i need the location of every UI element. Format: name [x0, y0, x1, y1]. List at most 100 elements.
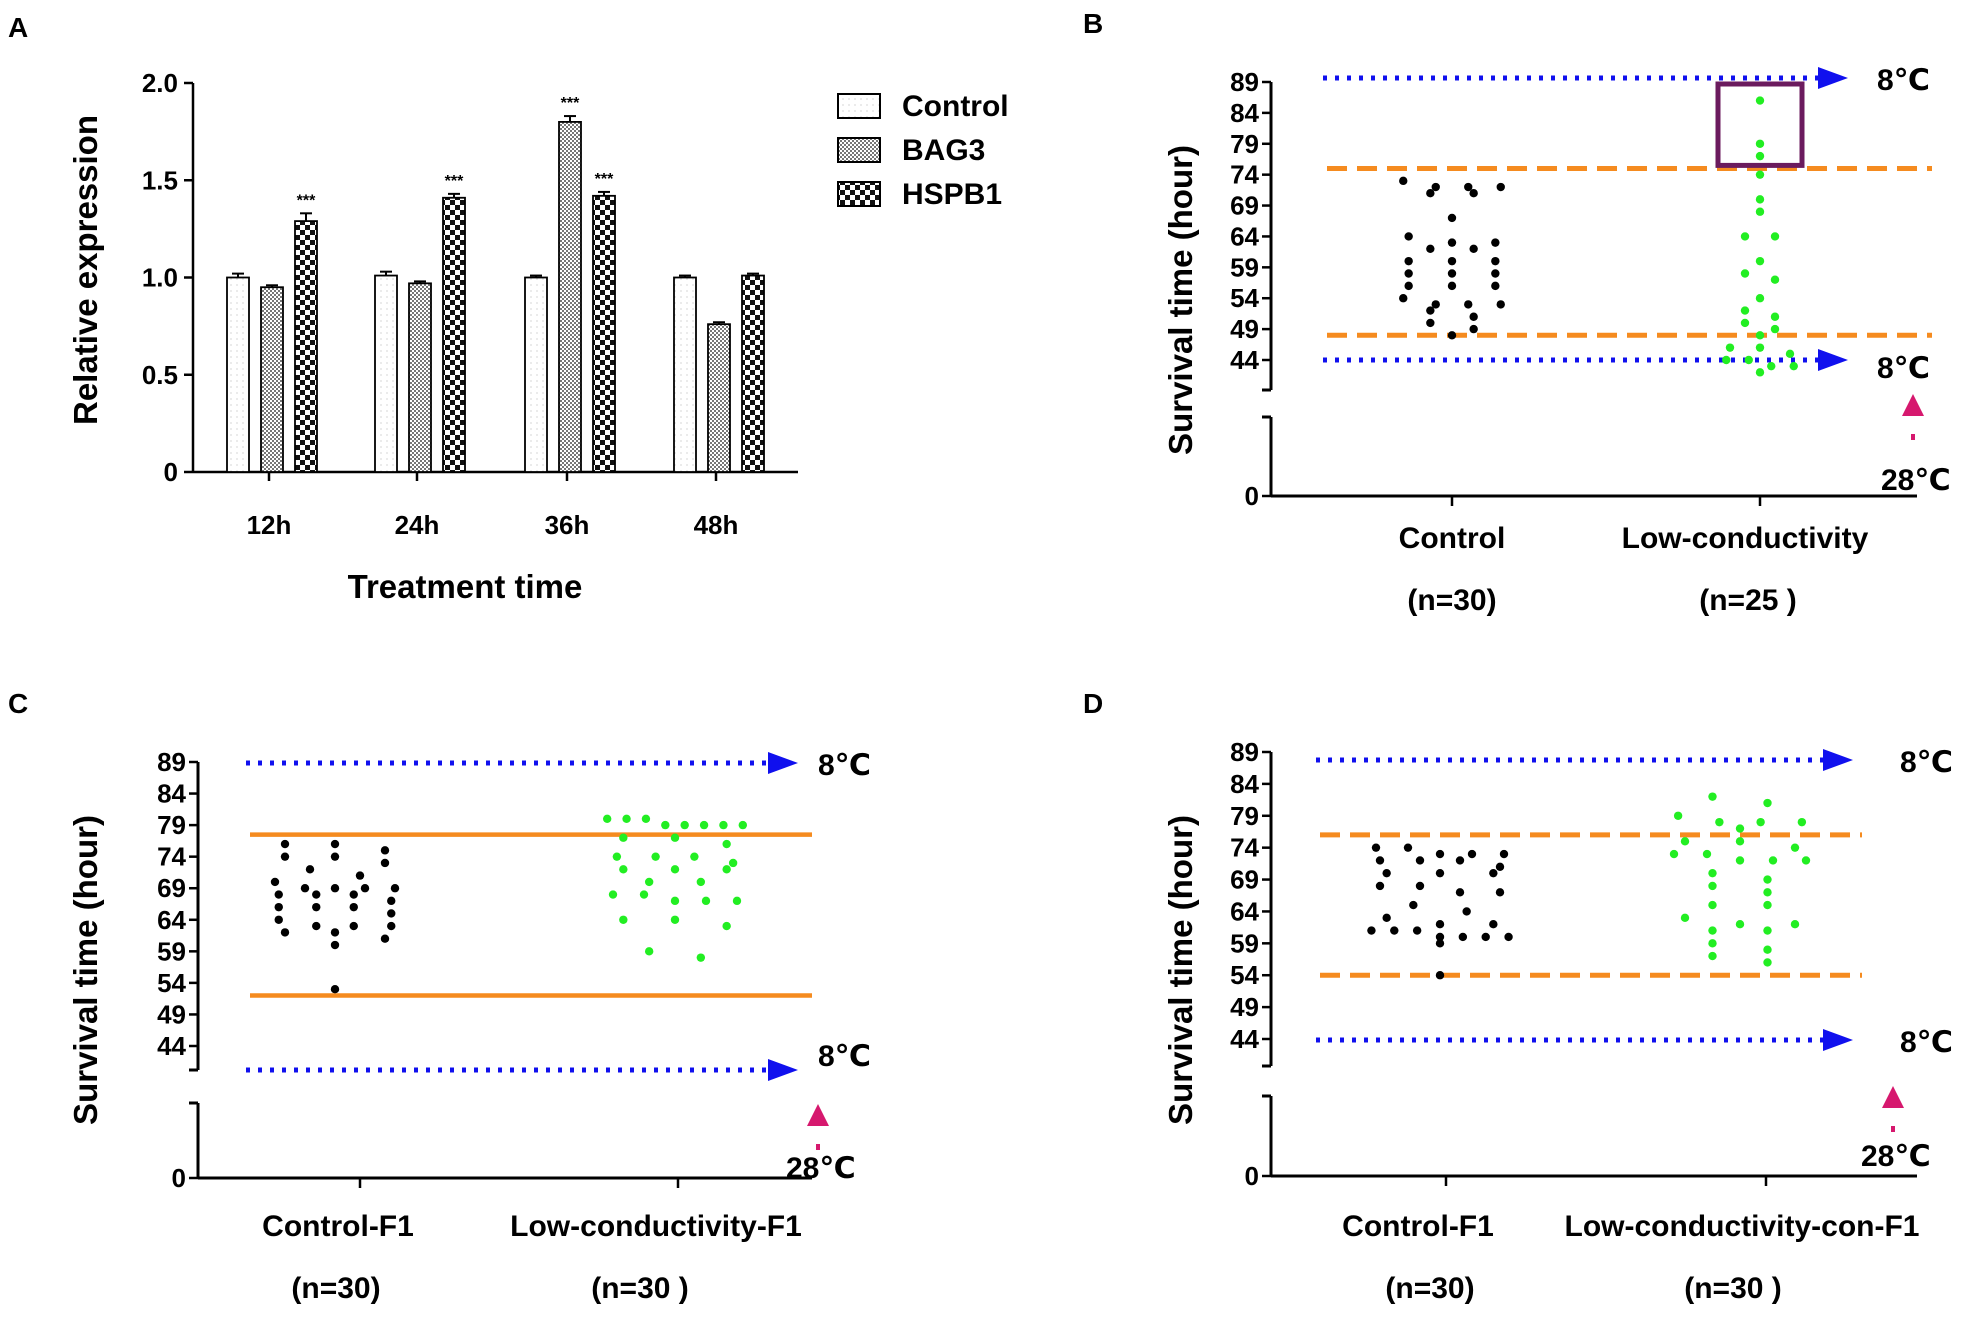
data-point — [1403, 843, 1413, 852]
data-point — [1763, 875, 1772, 884]
panel-c-y-axis-title: Survival time (hour) — [67, 815, 104, 1125]
data-point — [1382, 913, 1391, 923]
panel-a-bars: *** *** *** *** — [226, 95, 765, 473]
panel-a-x-axis-title: Treatment time — [348, 568, 583, 605]
data-point — [1455, 888, 1465, 897]
y-tick-label: 79 — [157, 810, 186, 840]
data-point — [360, 884, 370, 893]
data-point — [1496, 182, 1505, 192]
data-point — [312, 921, 321, 931]
data-point — [380, 846, 390, 855]
significance-label: *** — [561, 95, 580, 112]
y-tick-label: 89 — [1230, 737, 1259, 767]
data-point — [1399, 176, 1408, 186]
data-point — [274, 890, 283, 899]
group-label: Control-F1 — [262, 1210, 414, 1243]
panel-b-y-axis-title: Survival time (hour) — [1162, 145, 1199, 455]
y-tick-label: 54 — [1230, 283, 1259, 313]
y-tick-label: 44 — [1230, 345, 1259, 375]
data-point — [1763, 926, 1772, 935]
data-point — [330, 839, 340, 849]
group-n-label: (n=30) — [291, 1272, 380, 1305]
data-point — [1462, 907, 1471, 916]
data-point — [1447, 281, 1457, 291]
data-point — [1469, 244, 1478, 253]
data-point — [1755, 151, 1765, 161]
data-point — [1447, 256, 1457, 266]
data-point — [1767, 361, 1776, 371]
data-point — [1755, 343, 1765, 352]
y-tick-label: 0 — [1245, 481, 1259, 511]
y-tick-label: 0.5 — [142, 360, 178, 390]
group-label: Low-conductivity-F1 — [510, 1210, 802, 1243]
data-point — [1735, 837, 1745, 846]
data-point — [330, 928, 340, 937]
data-point — [330, 940, 340, 950]
y-tick-label: 0 — [172, 1163, 186, 1193]
data-point — [1495, 862, 1505, 871]
data-point — [1458, 932, 1468, 942]
data-point — [644, 947, 654, 956]
data-point — [1740, 306, 1750, 315]
panel-d-letter: D — [1083, 688, 1103, 719]
data-point — [1740, 232, 1750, 241]
panel-a: A 00.51.01.52.0 12h 24h 36h 48h ***********… — [8, 12, 1009, 605]
data-point — [722, 865, 731, 874]
data-point — [1770, 312, 1780, 321]
data-point — [312, 902, 321, 912]
temperature-label: 8℃ — [1900, 1026, 1953, 1059]
data-point — [1489, 868, 1498, 878]
arrow-head-icon — [1818, 67, 1848, 89]
data-point — [1469, 312, 1478, 321]
group-label: Low-conductivity — [1622, 522, 1869, 555]
panel-d-y-axis-title: Survival time (hour) — [1162, 815, 1199, 1125]
significance-label: *** — [595, 171, 614, 188]
data-point — [1744, 355, 1753, 365]
data-point — [305, 865, 315, 874]
bar-control — [226, 276, 250, 473]
data-point — [1763, 798, 1772, 808]
data-point — [1669, 849, 1679, 859]
data-point — [1708, 792, 1717, 801]
bar-bag3 — [408, 282, 432, 473]
data-point — [696, 877, 706, 887]
data-point — [619, 915, 628, 924]
data-point — [1755, 331, 1765, 340]
data-point — [312, 890, 321, 899]
data-point — [1755, 368, 1765, 377]
y-tick-label: 1.0 — [142, 263, 178, 293]
temperature-label: 8℃ — [1900, 746, 1953, 779]
y-tick-label: 84 — [157, 779, 186, 809]
data-point — [349, 902, 358, 912]
data-point — [1708, 900, 1717, 910]
y-tick-label: 2.0 — [142, 68, 178, 98]
data-point — [1489, 920, 1498, 929]
data-point — [1435, 939, 1445, 948]
highlight-box — [1715, 81, 1805, 168]
temperature-label: 8℃ — [818, 1040, 871, 1073]
data-point — [738, 820, 748, 830]
significance-label: *** — [445, 173, 464, 190]
magenta-arrow-dot — [816, 1144, 820, 1150]
data-point — [1680, 837, 1690, 846]
data-point — [280, 839, 290, 849]
bar-control — [374, 274, 398, 473]
data-point — [1435, 971, 1445, 980]
arrow-head-icon — [1823, 1029, 1853, 1051]
bar-control — [524, 276, 548, 473]
y-tick-label: 59 — [157, 936, 186, 966]
data-point — [1763, 900, 1772, 910]
data-point — [1426, 318, 1435, 328]
bar-control — [673, 276, 697, 473]
data-point — [1447, 269, 1457, 278]
data-point — [1770, 232, 1780, 241]
y-tick-label: 64 — [157, 905, 186, 935]
data-point — [1499, 849, 1509, 859]
data-point — [390, 884, 400, 893]
data-point — [1412, 926, 1422, 935]
legend-label-hspb1: HSPB1 — [902, 178, 1002, 211]
data-point — [1790, 920, 1800, 929]
panel-c-letter: C — [8, 688, 28, 719]
